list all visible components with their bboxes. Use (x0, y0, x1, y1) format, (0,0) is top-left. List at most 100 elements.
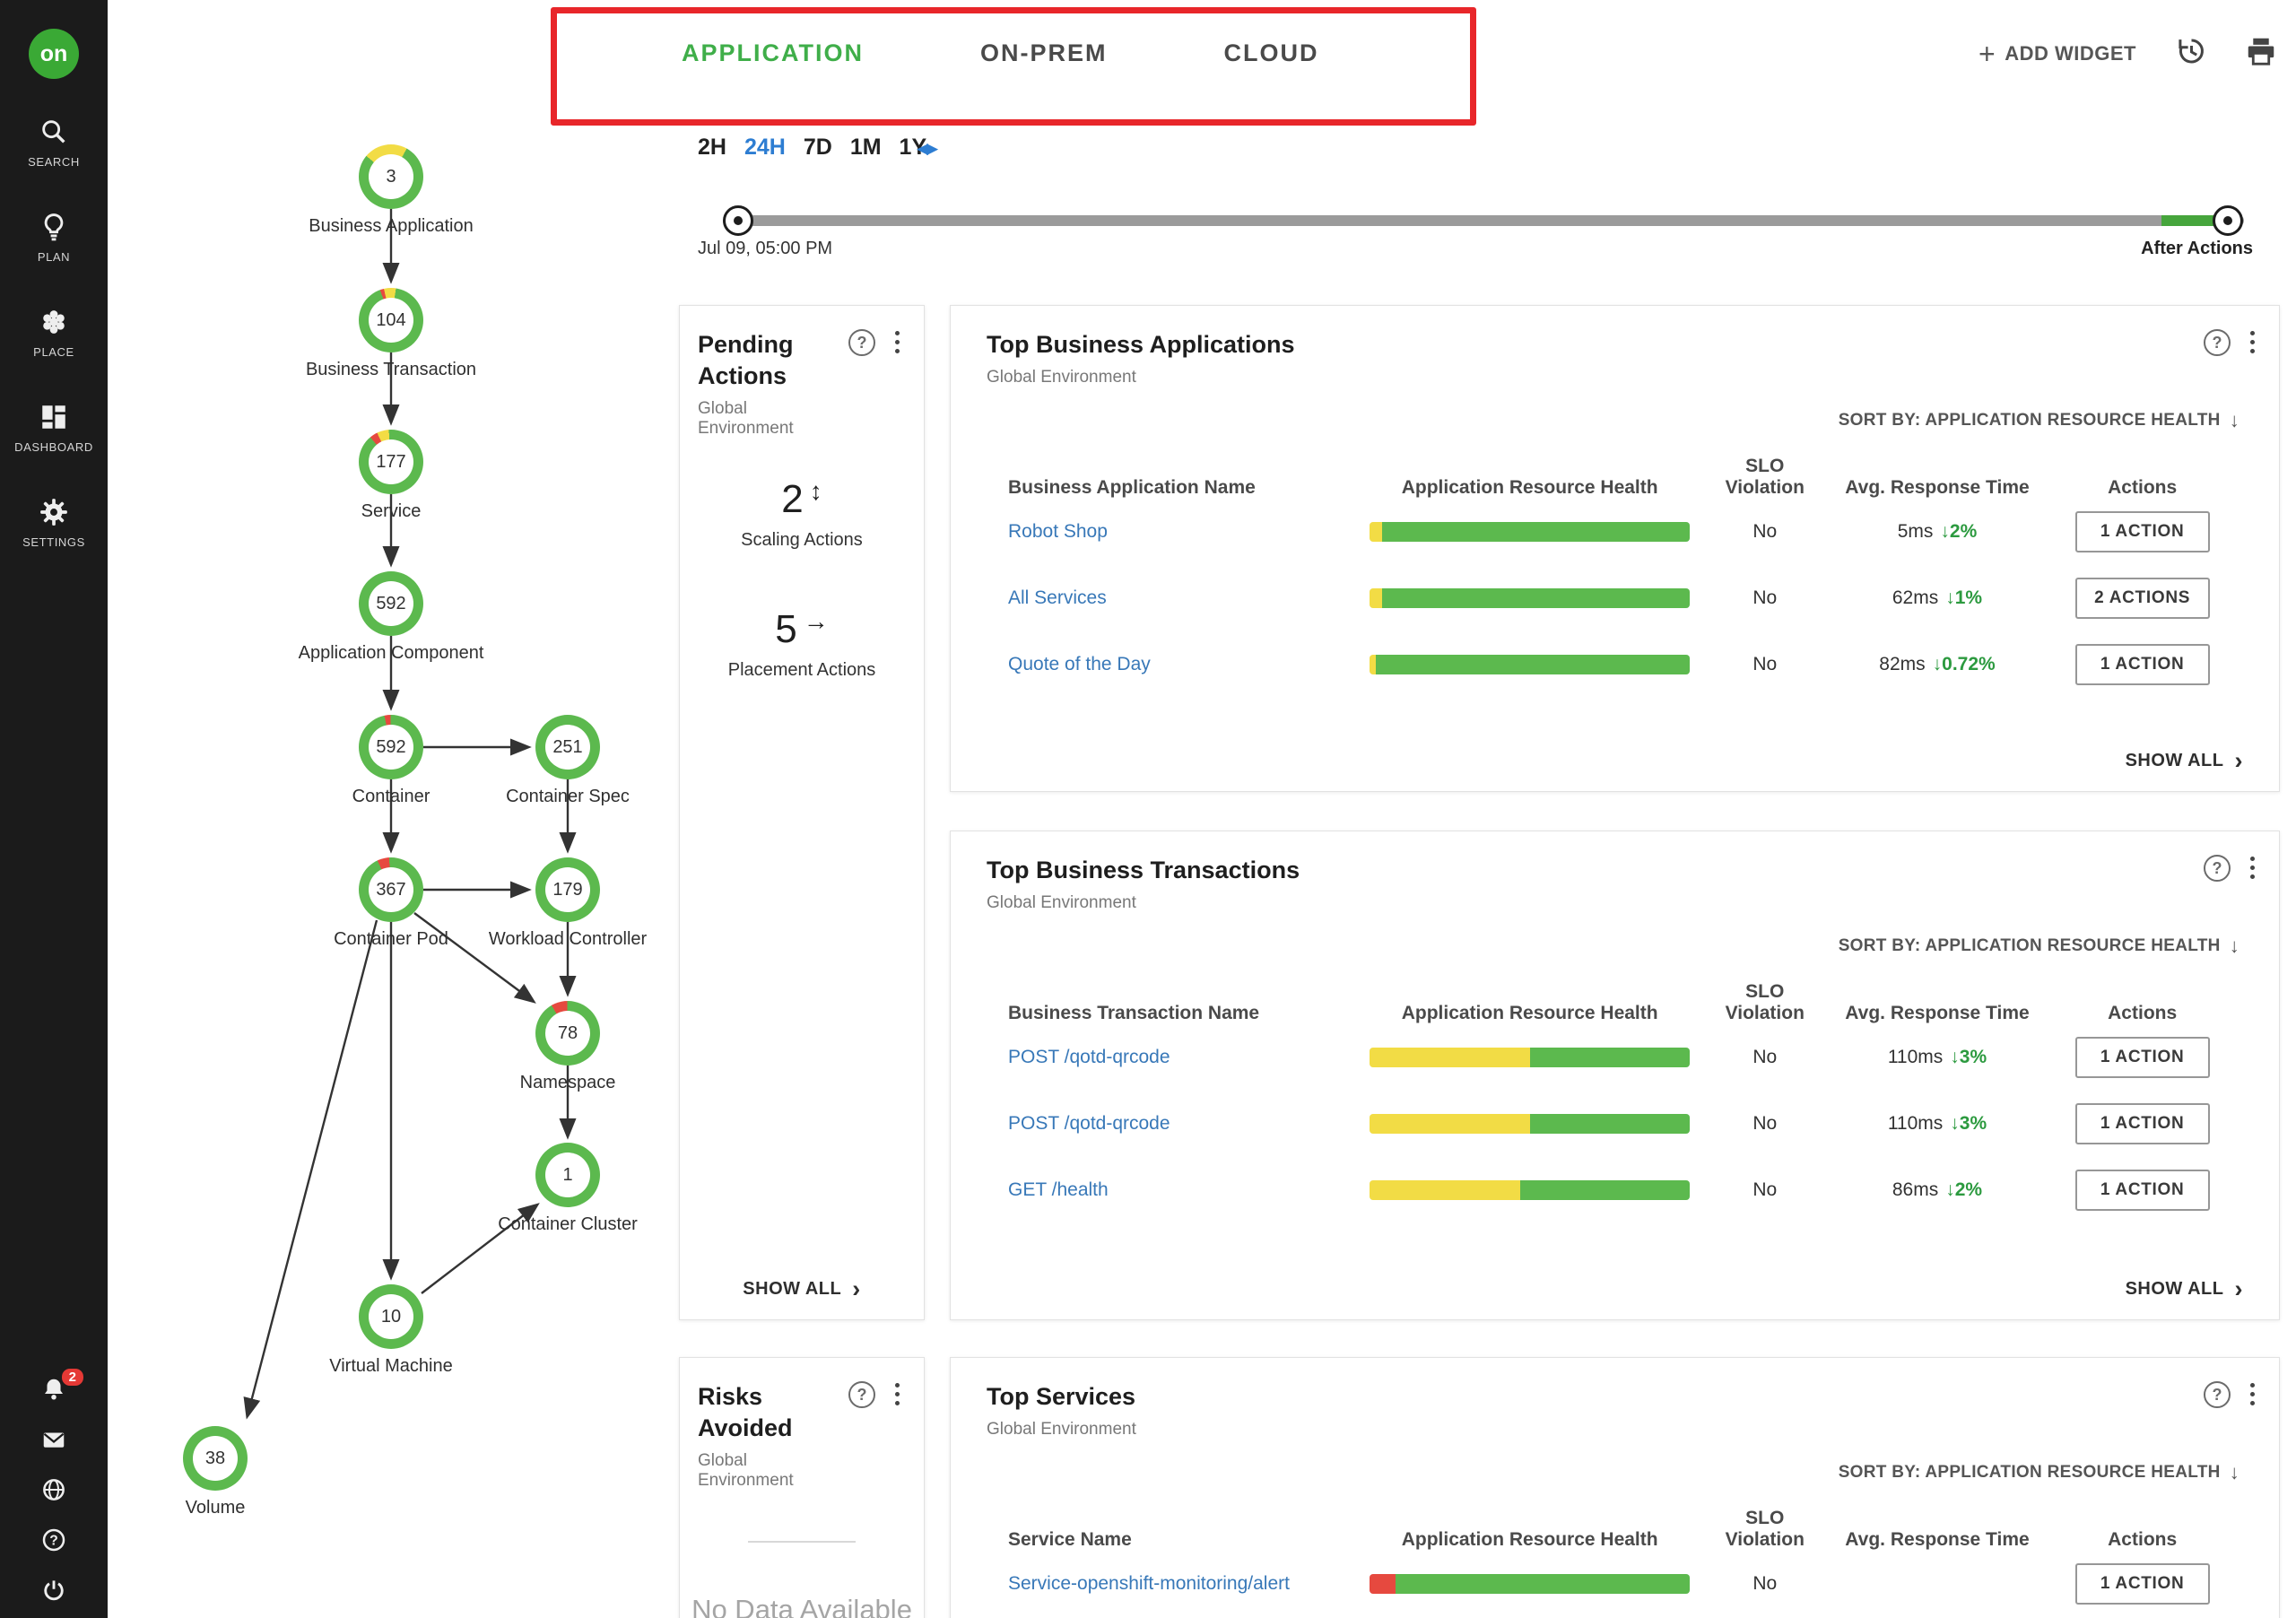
action-button[interactable]: 1 ACTION (2074, 1563, 2210, 1605)
globe-icon[interactable] (39, 1474, 69, 1505)
tab-on-prem[interactable]: ON-PREM (980, 39, 1108, 66)
supply-chain-node-virtual-machine[interactable]: 10 (359, 1284, 423, 1349)
sidebar-item-label: PLACE (33, 345, 74, 359)
power-icon[interactable] (39, 1575, 69, 1605)
avg-response-time: 82ms ↓0.72% (1879, 654, 1996, 675)
action-button[interactable]: 1 ACTION (2074, 1103, 2210, 1145)
print-icon[interactable] (2244, 34, 2278, 73)
node-count: 177 (369, 439, 413, 484)
show-all-link[interactable]: SHOW ALL (680, 1275, 924, 1303)
table-header: Business Transaction Name Application Res… (951, 981, 2279, 1024)
supply-chain-node-service[interactable]: 177 (359, 430, 423, 494)
supply-chain-node-container-pod[interactable]: 367 (359, 857, 423, 922)
time-range-7d[interactable]: 7D (803, 135, 832, 160)
entity-link-robot-shop[interactable]: Robot Shop (1008, 521, 1108, 543)
supply-chain-node-container-cluster[interactable]: 1 (535, 1143, 600, 1207)
time-range-1m[interactable]: 1M (849, 135, 882, 160)
supply-chain-node-container-spec[interactable]: 251 (535, 715, 600, 779)
kebab-menu-icon[interactable] (2250, 331, 2256, 354)
sidebar-item-search[interactable]: SEARCH (0, 117, 108, 169)
sidebar-item-place[interactable]: PLACE (0, 307, 108, 359)
timeline-handle-start[interactable] (723, 205, 753, 236)
column-header-actions: Actions (2108, 477, 2178, 499)
response-delta-down: ↓2% (1945, 1179, 1983, 1201)
sidebar-item-plan[interactable]: PLAN (0, 212, 108, 264)
no-data-message: No Data Available (691, 1594, 912, 1618)
help-icon[interactable]: ? (39, 1525, 69, 1555)
panel-title: Top Services (987, 1383, 1136, 1410)
time-step-arrows-icon[interactable]: ◀▶ (917, 140, 938, 157)
kebab-menu-icon[interactable] (895, 1383, 900, 1406)
help-circle-icon[interactable] (848, 329, 875, 356)
kebab-menu-icon[interactable] (895, 331, 900, 354)
help-circle-icon[interactable] (848, 1381, 875, 1408)
action-button[interactable]: 1 ACTION (2074, 1037, 2210, 1079)
sidebar-item-dashboard[interactable]: DASHBOARD (0, 402, 108, 454)
table-row: Service-openshift-monitoring/alert No 1 AC… (951, 1551, 2279, 1617)
actions-cell: 2 ACTIONS (2038, 578, 2247, 620)
help-circle-icon[interactable] (2204, 329, 2231, 356)
panel-pending-actions: Pending Actions Global Environment 2↕ Sca… (679, 305, 925, 1320)
node-label: Container (352, 787, 430, 806)
response-delta-down: ↓3% (1950, 1113, 1987, 1135)
sort-by-control[interactable]: SORT BY: APPLICATION RESOURCE HEALTH (951, 409, 2279, 432)
action-button[interactable]: 2 ACTIONS (2074, 578, 2210, 620)
time-range-24h[interactable]: 24H (744, 135, 786, 160)
show-all-link[interactable]: SHOW ALL (2126, 747, 2243, 775)
supply-chain-node-application-component[interactable]: 592 (359, 571, 423, 636)
entity-link-service-openshift-monitoring-alert[interactable]: Service-openshift-monitoring/alert (1008, 1573, 1290, 1595)
sidebar-item-label: SEARCH (28, 155, 80, 169)
entity-link-get-health[interactable]: GET /health (1008, 1179, 1109, 1201)
help-circle-icon[interactable] (2204, 1381, 2231, 1408)
entity-link-post-qotd-qrcode[interactable]: POST /qotd-qrcode (1008, 1113, 1170, 1135)
timeline-handle-end[interactable] (2213, 205, 2243, 236)
health-segment-red (1370, 1574, 1396, 1595)
sidebar-item-settings[interactable]: SETTINGS (0, 497, 108, 549)
column-header-business-application-name: Business Application Name (1008, 477, 1256, 499)
kebab-menu-icon[interactable] (2250, 857, 2256, 880)
timeline-track[interactable] (723, 215, 2244, 226)
supply-chain-node-business-application[interactable]: 3 (359, 144, 423, 209)
sort-by-control[interactable]: SORT BY: APPLICATION RESOURCE HEALTH (951, 1461, 2279, 1484)
sort-direction-icon (2230, 1461, 2239, 1484)
supply-chain-node-business-transaction[interactable]: 104 (359, 288, 423, 352)
entity-link-post-qotd-qrcode[interactable]: POST /qotd-qrcode (1008, 1047, 1170, 1068)
sidebar-item-label: PLAN (37, 250, 71, 264)
search-icon (39, 117, 69, 147)
svg-text:?: ? (49, 1534, 58, 1549)
entity-link-all-services[interactable]: All Services (1008, 587, 1107, 609)
tab-cloud[interactable]: CLOUD (1223, 39, 1319, 66)
health-segment-green (1529, 1114, 1691, 1135)
supply-chain-node-container[interactable]: 592 (359, 715, 423, 779)
app-logo[interactable]: on (29, 29, 79, 79)
show-all-link[interactable]: SHOW ALL (2126, 1275, 2243, 1303)
response-delta-down: ↓1% (1945, 587, 1983, 609)
time-range-1y[interactable]: 1Y (899, 135, 927, 160)
action-button[interactable]: 1 ACTION (2074, 644, 2210, 686)
supply-chain-node-workload-controller[interactable]: 179 (535, 857, 600, 922)
supply-chain-node-namespace[interactable]: 78 (535, 1001, 600, 1066)
mail-icon[interactable] (39, 1424, 69, 1455)
kebab-menu-icon[interactable] (2250, 1383, 2256, 1406)
timeline-start-label: Jul 09, 05:00 PM (698, 239, 833, 258)
column-header-slo-violation: SLO Violation (1725, 456, 1805, 499)
time-range-2h[interactable]: 2H (698, 135, 726, 160)
add-widget-button[interactable]: + ADD WIDGET (1979, 39, 2136, 68)
logo-text: on (39, 40, 68, 66)
sort-by-control[interactable]: SORT BY: APPLICATION RESOURCE HEALTH (951, 935, 2279, 958)
history-icon[interactable] (2174, 35, 2206, 72)
node-label: Application Component (298, 643, 484, 663)
help-circle-icon[interactable] (2204, 855, 2231, 882)
pending-action-scaling-actions[interactable]: 2 ↕ Scaling Actions (741, 477, 863, 551)
health-bar-cell (1366, 1180, 1692, 1201)
notifications-bell-icon[interactable]: 2 (39, 1369, 83, 1405)
supply-chain-node-volume[interactable]: 38 (183, 1426, 248, 1491)
action-button[interactable]: 1 ACTION (2074, 1170, 2210, 1212)
health-segment-green (1376, 655, 1691, 675)
entity-link-quote-of-the-day[interactable]: Quote of the Day (1008, 654, 1151, 675)
tab-application[interactable]: APPLICATION (682, 39, 864, 66)
action-button[interactable]: 1 ACTION (2074, 511, 2210, 553)
pending-action-placement-actions[interactable]: 5 → Placement Actions (728, 607, 876, 681)
actions-cell: 1 ACTION (2038, 1170, 2247, 1212)
